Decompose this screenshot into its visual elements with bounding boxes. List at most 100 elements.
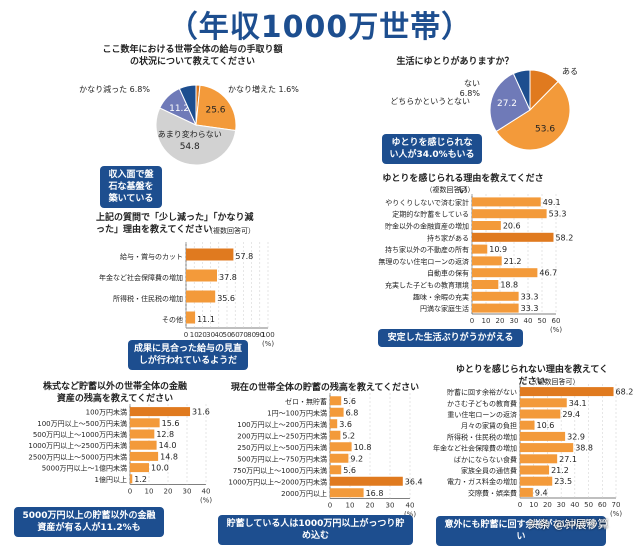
financial-assets-title: 株式など貯蓄以外の世帯全体の金融資産の残高を教えてください xyxy=(42,382,187,404)
data-label: 6.8 xyxy=(346,408,359,417)
category-label: 給与・賞与のカット xyxy=(120,252,183,261)
bar xyxy=(520,398,567,408)
category-label: 250万円以上～500万円未満 xyxy=(237,443,327,452)
data-label: 9.2 xyxy=(350,454,363,463)
bar xyxy=(330,407,344,417)
category-label: 持ち家以外の不動産の所有 xyxy=(385,245,469,254)
x-tick-label: 20 xyxy=(366,502,375,510)
pie-value-label: 11.2 xyxy=(169,104,189,114)
bar xyxy=(520,487,533,497)
data-label: 14.8 xyxy=(160,452,178,461)
bar xyxy=(472,197,541,207)
bar xyxy=(520,387,614,397)
x-tick-label: 10 xyxy=(482,317,491,325)
category-label: 趣味・余暇の充実 xyxy=(413,292,469,301)
bar xyxy=(472,232,554,242)
bar xyxy=(520,476,553,486)
x-tick-label: 0 xyxy=(128,487,132,495)
data-label: 18.8 xyxy=(500,281,518,290)
data-label: 57.8 xyxy=(235,252,253,261)
no-leeway-reasons-title: ゆとりを感じられない理由を教えてください xyxy=(455,365,609,387)
category-label: 家族全員の通信費 xyxy=(461,466,517,475)
category-label: 100万円以上～500万円未満 xyxy=(37,419,127,428)
pie-value-label: 6.8% xyxy=(460,89,481,98)
bar xyxy=(130,474,133,484)
decrease-reasons-note: （複数回答可） xyxy=(206,227,255,235)
category-label: 年金など社会保障費の増加 xyxy=(99,273,183,282)
data-label: 1.2 xyxy=(134,475,147,484)
data-label: 21.2 xyxy=(551,466,569,475)
bar xyxy=(186,311,196,324)
savings-title: 現在の世帯全体の貯蓄の残高を教えてください xyxy=(230,383,420,393)
category-label: 1000万円以上～2000万円未満 xyxy=(228,477,327,486)
data-label: 49.1 xyxy=(543,198,561,207)
x-tick-label: 70 xyxy=(612,501,621,509)
bar xyxy=(186,290,216,303)
data-label: 5.6 xyxy=(343,466,356,475)
category-label: 貯蓄に回す余裕がない xyxy=(447,388,517,397)
pie-value-label: 54.8 xyxy=(180,142,200,152)
x-tick-label: 30 xyxy=(557,501,566,509)
x-tick-label: 0 xyxy=(470,317,474,325)
leeway-reasons-title: ゆとりを感じられる理由を教えてください xyxy=(382,174,544,196)
pie-slice-label: どちらかというとない xyxy=(390,97,470,106)
x-tick-label: 0 xyxy=(184,331,188,339)
no-leeway-reasons-note: （複数回答可） xyxy=(530,378,580,386)
data-label: 34.1 xyxy=(569,399,587,408)
bar xyxy=(330,465,342,475)
income-trend-title: ここ数年における世帯全体の給与の手取り額の状況について教えてください xyxy=(102,45,283,67)
category-label: 所得税・住民税の増加 xyxy=(447,432,517,441)
category-label: 無理のない住宅ローンの返済 xyxy=(378,257,469,266)
watermark: 头条 @钟展秒算 xyxy=(528,518,609,531)
x-tick-label: 90 xyxy=(255,331,264,339)
category-label: 100万円未満 xyxy=(86,408,127,417)
pie-value-label: 53.6 xyxy=(535,125,555,135)
category-label: 年金など社会保障費の増加 xyxy=(433,444,517,453)
x-tick-label: 60 xyxy=(598,501,607,509)
x-tick-label: 70 xyxy=(239,331,248,339)
data-label: 14.0 xyxy=(159,441,177,450)
unit-label: (%) xyxy=(200,496,212,504)
category-label: 自動車の保有 xyxy=(427,269,469,278)
data-label: 37.8 xyxy=(219,273,237,282)
category-label: 持ち家がある xyxy=(427,233,469,242)
category-label: 500万円以上～1000万円未満 xyxy=(33,430,127,439)
category-label: 100万円以上～200万円未満 xyxy=(237,420,327,429)
x-tick-label: 80 xyxy=(247,331,256,339)
unit-label: (%) xyxy=(610,510,622,518)
data-label: 33.3 xyxy=(521,292,539,301)
bar xyxy=(330,430,341,440)
bar xyxy=(520,454,558,464)
bar xyxy=(472,221,501,230)
x-tick-label: 20 xyxy=(543,501,552,509)
data-label: 9.4 xyxy=(535,488,548,497)
data-label: 35.6 xyxy=(217,294,235,303)
x-tick-label: 40 xyxy=(570,501,579,509)
category-label: 200万円以上～250万円未満 xyxy=(237,431,327,440)
category-label: 1億円以上 xyxy=(95,475,127,484)
category-label: 500万円以上～750万円未満 xyxy=(237,454,327,463)
bar xyxy=(130,429,155,439)
financial-assets-callout: 5000万円以上の貯蓄以外の金融資産が有る人が11.2%も xyxy=(14,507,164,537)
x-tick-label: 30 xyxy=(206,331,215,339)
category-label: 月々の家賃の負担 xyxy=(461,421,517,430)
x-tick-label: 50 xyxy=(223,331,232,339)
category-label: その他 xyxy=(162,315,183,324)
bar xyxy=(520,420,535,430)
category-label: 所得税・住民税の増加 xyxy=(113,294,183,303)
data-label: 27.1 xyxy=(559,455,577,464)
bar xyxy=(330,419,338,429)
decrease-reasons-callout: 成果に見合った給与の見直しが行われているようだ xyxy=(128,340,248,370)
category-label: やりくりしないで済む家計 xyxy=(385,198,469,207)
x-tick-label: 20 xyxy=(198,331,207,339)
data-label: 58.2 xyxy=(555,233,573,242)
data-label: 5.6 xyxy=(343,397,356,406)
x-tick-label: 0 xyxy=(328,502,332,510)
data-label: 10.6 xyxy=(537,421,555,430)
x-tick-label: 60 xyxy=(231,331,240,339)
